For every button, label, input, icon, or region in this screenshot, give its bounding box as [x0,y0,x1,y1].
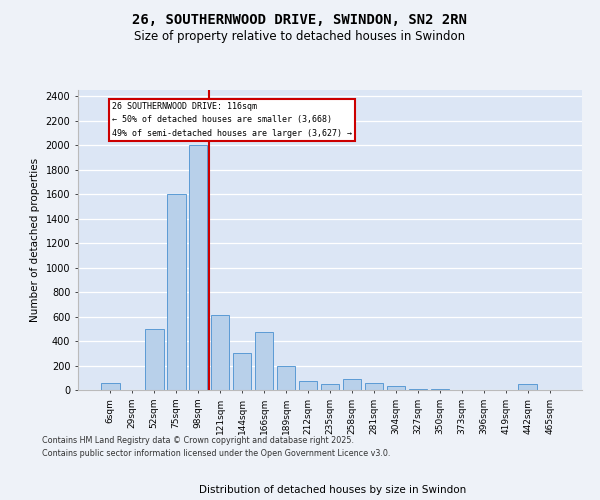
Y-axis label: Number of detached properties: Number of detached properties [30,158,40,322]
Text: Distribution of detached houses by size in Swindon: Distribution of detached houses by size … [199,485,467,495]
Bar [255,332,274,390]
Text: Contains HM Land Registry data © Crown copyright and database right 2025.
Contai: Contains HM Land Registry data © Crown c… [42,436,391,458]
Bar [277,366,295,390]
Bar [320,384,340,390]
Text: 26, SOUTHERNWOOD DRIVE, SWINDON, SN2 2RN: 26, SOUTHERNWOOD DRIVE, SWINDON, SN2 2RN [133,12,467,26]
Text: Size of property relative to detached houses in Swindon: Size of property relative to detached ho… [134,30,466,43]
Bar [189,145,208,390]
Bar [409,389,427,390]
Bar [101,384,119,390]
Bar [299,381,317,390]
Bar [233,352,251,390]
Bar [145,329,164,390]
Bar [386,386,405,390]
Text: 26 SOUTHERNWOOD DRIVE: 116sqm
← 50% of detached houses are smaller (3,668)
49% o: 26 SOUTHERNWOOD DRIVE: 116sqm ← 50% of d… [112,102,352,138]
Bar [211,316,229,390]
Bar [518,384,537,390]
Bar [431,389,449,390]
Bar [343,379,361,390]
Bar [167,194,185,390]
Bar [365,384,383,390]
